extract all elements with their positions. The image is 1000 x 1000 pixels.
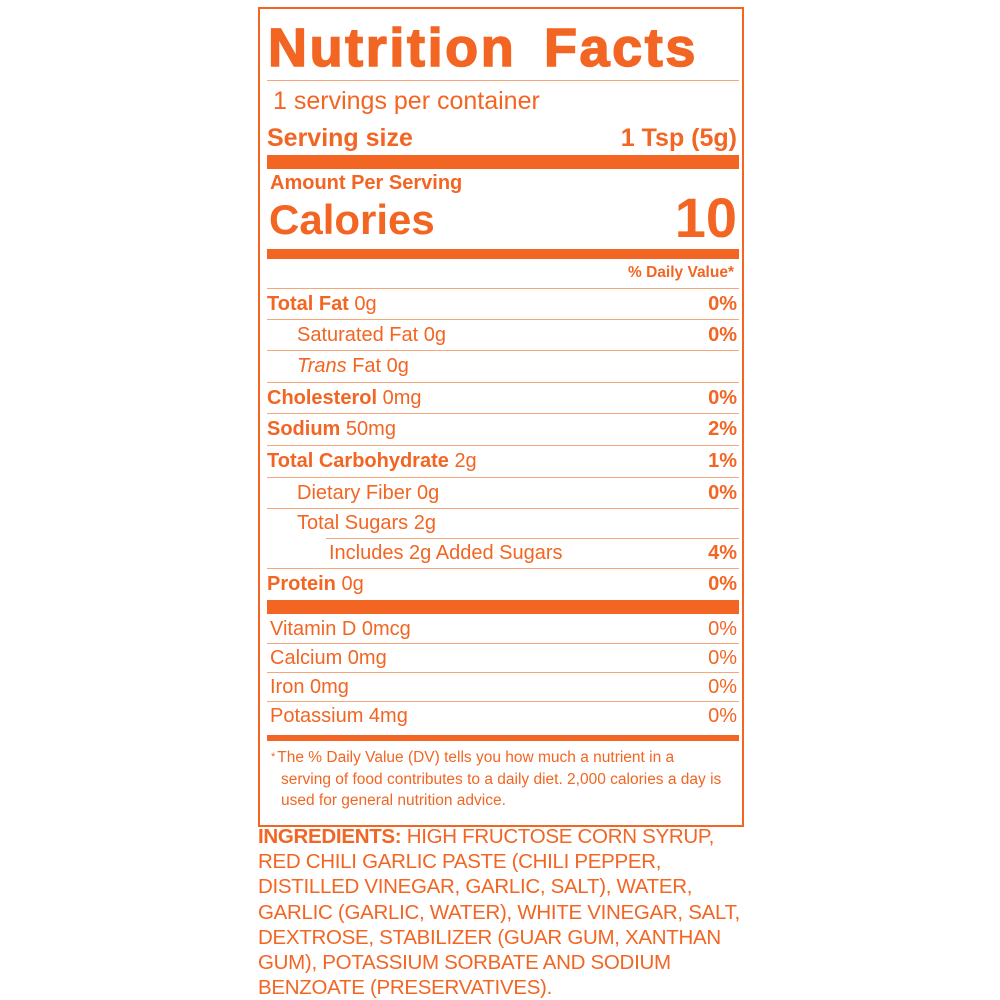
nutrient-name: Dietary Fiber — [297, 481, 412, 504]
nutrient-amount: 2g — [454, 449, 477, 472]
thick-divider — [267, 735, 739, 741]
calories-label: Calories — [269, 196, 435, 243]
daily-value-footnote: * The % Daily Value (DV) tells you how mu… — [267, 747, 722, 812]
vitamin-dv: 0% — [708, 675, 737, 698]
amount-per-serving: Amount Per Serving — [270, 172, 463, 194]
nutrient-name: Protein — [267, 572, 336, 595]
daily-value-header: % Daily Value* — [628, 264, 734, 281]
divider — [267, 288, 739, 289]
nutrient-name: Saturated Fat — [297, 323, 419, 346]
nutrient-amount: 50mg — [345, 417, 396, 440]
ingredients-label: INGREDIENTS: — [258, 825, 402, 848]
nutrient-dv: 0% — [708, 481, 737, 504]
nutrient-name: Total Carbohydrate — [267, 449, 449, 472]
nutrient-row-protein: Protein 0g 0% — [267, 570, 737, 598]
vitamin-row: Iron 0mg 0% — [267, 673, 737, 701]
ingredients-text: HIGH FRUCTOSE CORN SYRUP, RED CHILI GARL… — [258, 825, 740, 1000]
footnote-text: The % Daily Value (DV) tells you how muc… — [277, 749, 722, 809]
nutrient-row-total-sugars: Total Sugars 2g — [267, 509, 737, 537]
nutrient-dv: 0% — [708, 386, 737, 409]
vitamin-dv: 0% — [708, 617, 737, 640]
nutrient-dv: 0% — [708, 572, 737, 595]
servings-per-container: 1 servings per container — [273, 87, 540, 115]
nutrient-amount: 0g — [341, 572, 364, 595]
nutrient-name: Cholesterol — [267, 386, 378, 409]
nutrient-amount: 0g — [386, 354, 409, 377]
nutrient-amount: 2g — [413, 511, 436, 534]
vitamin-name: Iron 0mg — [270, 675, 349, 698]
nutrient-dv: 2% — [708, 417, 737, 440]
nutrient-name: Total Fat — [267, 292, 349, 315]
serving-size-row: Serving size 1 Tsp (5g) — [267, 123, 737, 153]
thick-divider — [267, 155, 739, 169]
nutrient-dv: 4% — [708, 541, 737, 564]
vitamin-row: Vitamin D 0mcg 0% — [267, 615, 737, 643]
serving-size-value: 1 Tsp (5g) — [620, 123, 737, 152]
vitamin-dv: 0% — [708, 646, 737, 669]
vitamin-row: Potassium 4mg 0% — [267, 702, 737, 730]
nutrient-row-trans-fat: Trans Fat 0g — [267, 352, 737, 380]
label-title: Nutrition Facts — [267, 17, 699, 79]
nutrient-row-sodium: Sodium 50mg 2% — [267, 415, 737, 443]
divider — [267, 80, 739, 81]
nutrient-amount: 0g — [423, 323, 446, 346]
nutrient-dv: 0% — [708, 292, 737, 315]
nutrient-amount: 0g — [417, 481, 440, 504]
nutrient-name: Total Sugars — [297, 511, 409, 534]
footnote-mark: * — [271, 751, 276, 763]
vitamin-name: Vitamin D 0mcg — [270, 617, 411, 640]
calories-value: 10 — [674, 186, 737, 249]
vitamin-name: Potassium 4mg — [270, 704, 408, 727]
nutrient-dv: 1% — [708, 449, 737, 472]
nutrient-row-cholesterol: Cholesterol 0mg 0% — [267, 384, 737, 412]
nutrient-row-added-sugars: Includes 2g Added Sugars 4% — [267, 539, 737, 567]
nutrition-facts-label: Nutrition Facts 1 servings per container… — [258, 7, 744, 827]
nutrient-row-saturated-fat: Saturated Fat 0g 0% — [267, 321, 737, 349]
nutrient-amount: 0g — [354, 292, 377, 315]
nutrient-name: Trans — [297, 354, 347, 377]
nutrient-name: Includes 2g Added Sugars — [329, 541, 563, 564]
vitamin-name: Calcium 0mg — [270, 646, 387, 669]
ingredients-list: INGREDIENTS: HIGH FRUCTOSE CORN SYRUP, R… — [258, 824, 758, 1000]
nutrient-name-rest: Fat — [352, 354, 382, 377]
nutrient-row-dietary-fiber: Dietary Fiber 0g 0% — [267, 479, 737, 507]
nutrient-dv: 0% — [708, 323, 737, 346]
thick-divider — [267, 600, 739, 614]
nutrient-row-total-fat: Total Fat 0g 0% — [267, 290, 737, 318]
nutrient-amount: 0mg — [382, 386, 422, 409]
thick-divider — [267, 249, 739, 259]
vitamin-row: Calcium 0mg 0% — [267, 644, 737, 672]
nutrient-row-total-carbohydrate: Total Carbohydrate 2g 1% — [267, 447, 737, 475]
nutrient-name: Sodium — [267, 417, 341, 440]
vitamin-dv: 0% — [708, 704, 737, 727]
serving-size-label: Serving size — [267, 123, 413, 152]
